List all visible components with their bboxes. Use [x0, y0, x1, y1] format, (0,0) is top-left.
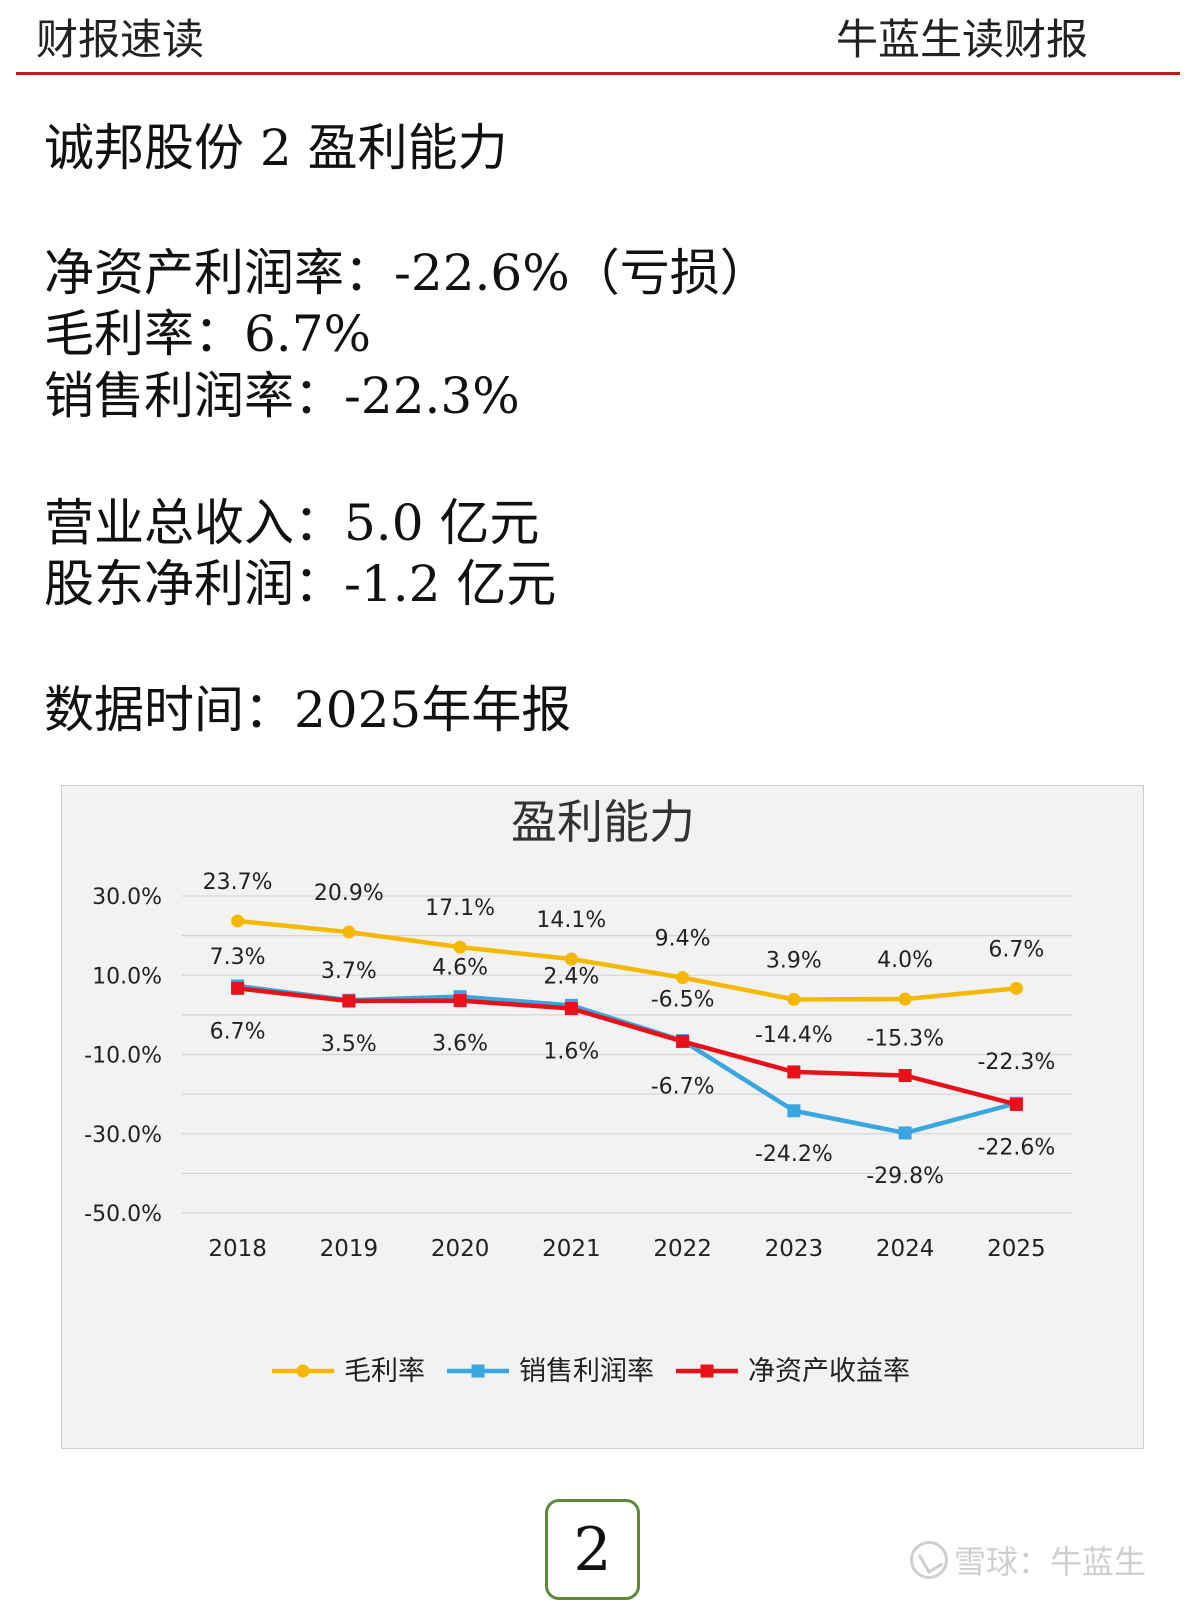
- data-point: [231, 914, 245, 928]
- chart-title: 盈利能力: [511, 795, 695, 849]
- data-point: [1009, 1097, 1023, 1111]
- data-point: [231, 981, 245, 995]
- data-point: [787, 1104, 801, 1118]
- y-tick-label: -10.0%: [84, 1044, 162, 1069]
- legend-marker: [700, 1364, 714, 1378]
- data-point: [898, 992, 912, 1006]
- data-label: 3.9%: [766, 948, 822, 973]
- header-divider: [16, 72, 1180, 75]
- watermark-text: 雪球：牛蓝生: [954, 1543, 1147, 1581]
- y-tick-label: 30.0%: [92, 885, 162, 910]
- data-point: [564, 1002, 578, 1016]
- data-label: 1.6%: [543, 1040, 599, 1065]
- snowball-logo-icon: [910, 1541, 948, 1579]
- x-tick-label: 2018: [208, 1236, 267, 1262]
- data-label: 2.4%: [543, 964, 599, 989]
- total-revenue: 营业总收入：5.0 亿元: [44, 494, 540, 552]
- y-tick-label: -30.0%: [84, 1123, 162, 1148]
- metric-roe: 净资产利润率：-22.6%（亏损）: [44, 244, 770, 302]
- legend-marker: [471, 1364, 485, 1378]
- data-label: -22.6%: [977, 1135, 1055, 1160]
- page-title: 诚邦股份 2 盈利能力: [44, 119, 508, 177]
- data-label: -6.5%: [651, 988, 715, 1013]
- x-tick-label: 2025: [987, 1236, 1046, 1262]
- data-point: [898, 1126, 912, 1140]
- data-point: [453, 994, 467, 1008]
- data-point: [564, 952, 578, 966]
- data-label: 3.7%: [321, 959, 377, 984]
- data-label: -29.8%: [866, 1164, 944, 1189]
- x-tick-label: 2020: [431, 1236, 490, 1262]
- metric-sales-margin: 销售利润率：-22.3%: [44, 367, 520, 425]
- data-label: 17.1%: [425, 896, 495, 921]
- series-line-1: [237, 983, 1017, 1136]
- data-label: 23.7%: [203, 870, 273, 895]
- data-label: 3.6%: [432, 1032, 488, 1057]
- data-point: [1009, 981, 1023, 995]
- data-label: -14.4%: [755, 1023, 833, 1048]
- legend-label: 毛利率: [344, 1356, 425, 1387]
- header-left-title: 财报速读: [36, 15, 205, 64]
- data-label: 6.7%: [988, 937, 1044, 962]
- page-number: 2: [545, 1499, 640, 1600]
- x-tick-label: 2024: [876, 1236, 935, 1262]
- y-tick-label: 10.0%: [92, 964, 162, 989]
- metric-gross-margin: 毛利率：6.7%: [44, 305, 372, 363]
- data-point: [342, 925, 356, 939]
- data-label: 9.4%: [655, 927, 711, 952]
- x-tick-label: 2019: [320, 1236, 379, 1262]
- data-point: [898, 1069, 912, 1083]
- data-label: 14.1%: [536, 908, 606, 933]
- watermark: 雪球：牛蓝生: [910, 1537, 1146, 1583]
- data-point: [787, 992, 801, 1006]
- data-point: [787, 1065, 801, 1079]
- data-label: 7.3%: [210, 945, 266, 970]
- legend-marker: [296, 1364, 310, 1378]
- chart-panel: 盈利能力 30.0% 10.0% -10.0% -30.0% -50.0% 2018 2019…: [61, 785, 1144, 1449]
- header-right-title: 牛蓝生读财报: [835, 15, 1088, 64]
- data-label: 4.6%: [432, 956, 488, 981]
- data-label: 6.7%: [210, 1019, 266, 1044]
- x-tick-label: 2023: [765, 1236, 824, 1262]
- legend-label: 净资产收益率: [748, 1356, 910, 1387]
- data-label: 20.9%: [314, 881, 384, 906]
- data-label: -22.3%: [977, 1050, 1055, 1075]
- data-point: [342, 994, 356, 1008]
- legend-label: 销售利润率: [519, 1356, 654, 1387]
- series-line-0: [237, 918, 1017, 1002]
- x-tick-label: 2021: [542, 1236, 601, 1262]
- data-point: [676, 971, 690, 985]
- data-label: 3.5%: [321, 1032, 377, 1057]
- data-label: 4.0%: [877, 948, 933, 973]
- series-line-2: [237, 986, 1017, 1107]
- data-label: -24.2%: [755, 1142, 833, 1167]
- data-time: 数据时间：2025年年报: [44, 681, 572, 739]
- net-profit: 股东净利润：-1.2 亿元: [44, 555, 557, 613]
- x-tick-label: 2022: [653, 1236, 712, 1262]
- data-point: [453, 940, 467, 954]
- data-point: [676, 1034, 690, 1048]
- data-label: -6.7%: [651, 1074, 715, 1099]
- data-label: -15.3%: [866, 1027, 944, 1052]
- y-tick-label: -50.0%: [84, 1202, 162, 1227]
- profitability-chart: 盈利能力 30.0% 10.0% -10.0% -30.0% -50.0% 2018 2019…: [84, 795, 1072, 1387]
